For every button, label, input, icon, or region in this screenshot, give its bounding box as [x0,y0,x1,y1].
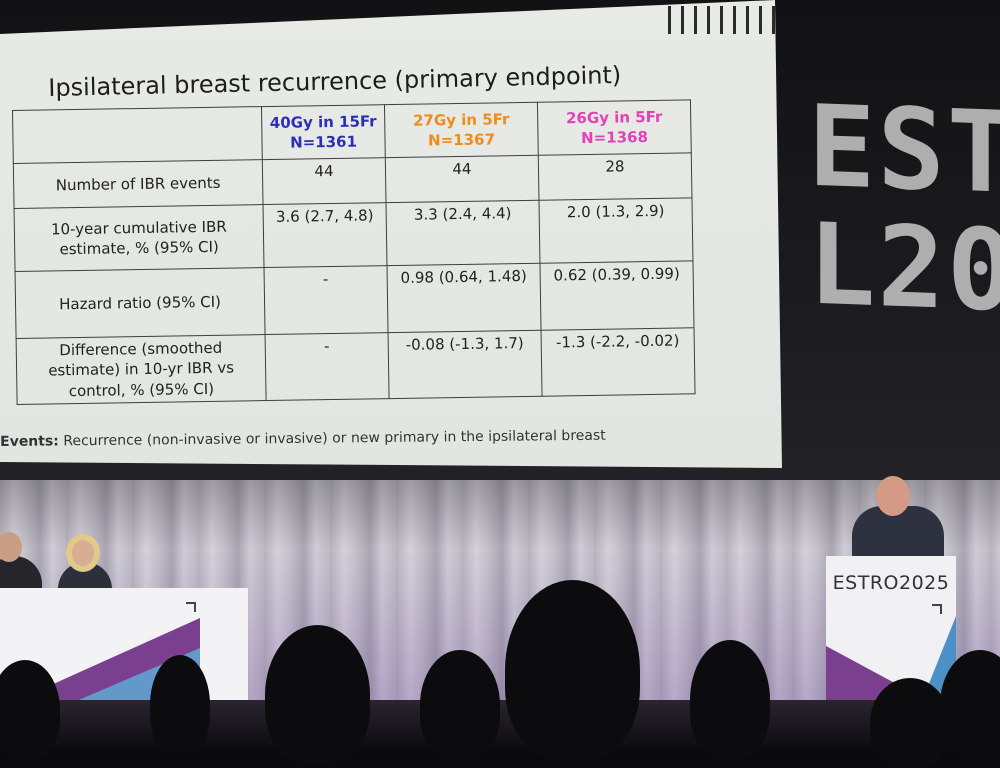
table-cell: 44 [262,157,387,205]
column-header-line: 27Gy in 5Fr [412,109,510,130]
column-header-n: N=1361 [289,132,358,152]
slide-title: Ipsilateral breast recurrence (primary e… [48,60,622,102]
projection-screen: Ipsilateral breast recurrence (primary e… [0,0,782,468]
row-label: 10-year cumulative IBR estimate, % (95% … [14,204,265,272]
footnote-text: Recurrence (non-invasive or invasive) or… [63,427,606,450]
table-cell: 0.62 (0.39, 0.99) [539,260,695,331]
table-corner-cell [12,106,263,164]
backdrop-line: L20 [808,199,1000,337]
row-label: Hazard ratio (95% CI) [15,267,266,339]
table-row: Hazard ratio (95% CI) - 0.98 (0.64, 1.48… [15,260,695,339]
table-cell: 28 [538,152,692,201]
lectern-logo: ESTRO2025 [832,572,950,594]
row-label: Difference (smoothed estimate) in 10-yr … [16,334,267,405]
slide-footnote: Events: Recurrence (non-invasive or inva… [0,428,606,450]
table-row: 10-year cumulative IBR estimate, % (95% … [14,197,693,272]
results-table-wrap: 40Gy in 15Fr N=1361 27Gy in 5Fr N=1367 2… [12,99,696,405]
column-header-26gy: 26Gy in 5Fr N=1368 [537,99,692,156]
table-cell: 3.6 (2.7, 4.8) [263,202,387,268]
backdrop-line: ESTR [808,81,1000,222]
footnote-label: Events: [0,433,59,450]
column-header-line: 26Gy in 5Fr [565,107,663,128]
column-header-27gy: 27Gy in 5Fr N=1367 [384,102,539,158]
table-cell: 44 [385,155,539,203]
table-cell: - [265,332,390,401]
estro-backdrop-lettering: ESTR L20 [808,81,1000,476]
column-header-n: N=1367 [427,130,496,150]
table-cell: - [264,265,389,335]
table-cell: 3.3 (2.4, 4.4) [386,200,540,266]
table-cell: 2.0 (1.3, 2.9) [538,197,693,264]
table-cell: -1.3 (-2.2, -0.02) [541,327,696,396]
row-label: Number of IBR events [13,159,264,209]
table-row: Difference (smoothed estimate) in 10-yr … [16,327,696,405]
table-cell: -0.08 (-1.3, 1.7) [388,330,543,399]
column-header-n: N=1368 [580,128,649,148]
column-header-40gy: 40Gy in 15Fr N=1361 [261,104,386,160]
column-header-line: 40Gy in 15Fr [269,112,377,132]
results-table: 40Gy in 15Fr N=1361 27Gy in 5Fr N=1367 2… [12,99,696,405]
table-cell: 0.98 (0.64, 1.48) [386,263,542,333]
slide-tick-marks [668,6,782,34]
